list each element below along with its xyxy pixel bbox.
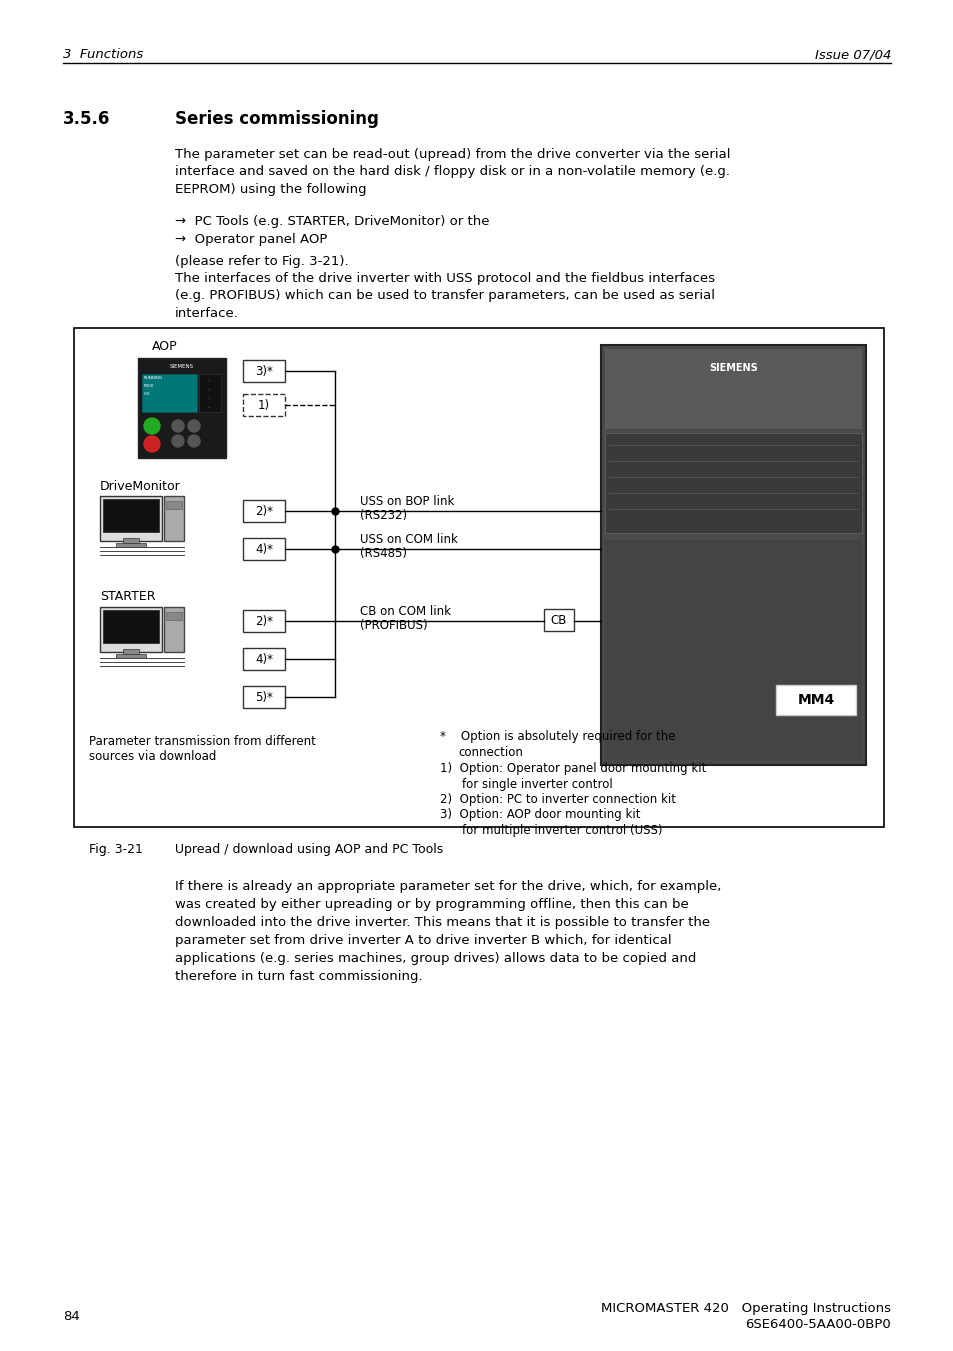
- Bar: [199, 374, 221, 412]
- Bar: [243, 538, 285, 561]
- Bar: [103, 499, 159, 532]
- Text: MM4: MM4: [797, 693, 834, 707]
- Text: 6SE6400-5AA00-0BP0: 6SE6400-5AA00-0BP0: [744, 1319, 890, 1331]
- Text: Parameter transmission from different: Parameter transmission from different: [89, 735, 315, 748]
- Bar: [732, 544, 792, 590]
- Circle shape: [144, 436, 160, 453]
- Text: CB on COM link: CB on COM link: [359, 605, 451, 617]
- Circle shape: [188, 420, 200, 432]
- Text: CB: CB: [550, 613, 567, 627]
- Bar: [775, 685, 855, 715]
- Text: ---: ---: [208, 396, 212, 400]
- Bar: [142, 374, 196, 412]
- Bar: [243, 648, 285, 670]
- Text: 84: 84: [63, 1310, 80, 1323]
- Bar: [243, 500, 285, 521]
- Text: sources via download: sources via download: [89, 750, 216, 763]
- Bar: [164, 607, 184, 653]
- Text: for multiple inverter control (USS): for multiple inverter control (USS): [461, 824, 661, 838]
- Text: 2)*: 2)*: [254, 504, 273, 517]
- Circle shape: [188, 435, 200, 447]
- Text: connection: connection: [457, 746, 522, 759]
- Text: 1): 1): [257, 399, 270, 412]
- Bar: [123, 538, 139, 543]
- Text: If there is already an appropriate parameter set for the drive, which, for examp: If there is already an appropriate param…: [174, 880, 720, 984]
- Text: SIEMENS: SIEMENS: [170, 363, 193, 369]
- Text: ---: ---: [208, 386, 212, 390]
- Bar: [543, 609, 574, 631]
- Bar: [604, 434, 862, 534]
- Bar: [103, 611, 159, 643]
- Bar: [74, 328, 883, 827]
- Text: 2)  Option: PC to inverter connection kit: 2) Option: PC to inverter connection kit: [439, 793, 676, 807]
- Text: USS on COM link: USS on COM link: [359, 534, 457, 546]
- Bar: [100, 607, 162, 653]
- Text: 1)  Option: Operator panel door mounting kit: 1) Option: Operator panel door mounting …: [439, 762, 705, 775]
- Text: RUNNING: RUNNING: [144, 376, 163, 380]
- Text: 3  Functions: 3 Functions: [63, 49, 143, 61]
- Bar: [138, 358, 226, 458]
- Circle shape: [172, 420, 184, 432]
- Text: 4)*: 4)*: [254, 543, 273, 555]
- Text: MICROMASTER 420   Operating Instructions: MICROMASTER 420 Operating Instructions: [600, 1302, 890, 1315]
- Text: P000: P000: [144, 384, 154, 388]
- Text: 3.5.6: 3.5.6: [63, 109, 111, 128]
- Bar: [116, 543, 146, 547]
- Bar: [243, 611, 285, 632]
- Bar: [243, 686, 285, 708]
- Text: (RS232): (RS232): [359, 509, 407, 521]
- Text: Fig. 3-21        Upread / download using AOP and PC Tools: Fig. 3-21 Upread / download using AOP an…: [89, 843, 443, 857]
- Text: The interfaces of the drive inverter with USS protocol and the fieldbus interfac: The interfaces of the drive inverter wit…: [174, 272, 714, 320]
- Bar: [123, 648, 139, 654]
- Bar: [600, 345, 865, 765]
- Text: ---: ---: [208, 405, 212, 409]
- Text: 0.0: 0.0: [144, 392, 151, 396]
- Bar: [604, 349, 862, 430]
- Text: AOP: AOP: [152, 340, 177, 353]
- Text: (PROFIBUS): (PROFIBUS): [359, 619, 427, 632]
- Bar: [604, 540, 862, 761]
- Text: USS on BOP link: USS on BOP link: [359, 494, 454, 508]
- Text: *    Option is absolutely required for the: * Option is absolutely required for the: [439, 730, 675, 743]
- Circle shape: [172, 435, 184, 447]
- Circle shape: [144, 417, 160, 434]
- Bar: [166, 612, 182, 620]
- Bar: [164, 496, 184, 540]
- Text: The parameter set can be read-out (upread) from the drive converter via the seri: The parameter set can be read-out (uprea…: [174, 149, 730, 196]
- Text: STARTER: STARTER: [100, 590, 155, 603]
- Bar: [243, 359, 285, 382]
- Text: Series commissioning: Series commissioning: [174, 109, 378, 128]
- Text: 4)*: 4)*: [254, 653, 273, 666]
- Bar: [166, 501, 182, 509]
- Text: for single inverter control: for single inverter control: [461, 778, 612, 790]
- Text: 2)*: 2)*: [254, 615, 273, 627]
- Text: (please refer to Fig. 3-21).: (please refer to Fig. 3-21).: [174, 255, 348, 267]
- Text: Issue 07/04: Issue 07/04: [814, 49, 890, 61]
- Bar: [243, 394, 285, 416]
- Text: SIEMENS: SIEMENS: [708, 363, 757, 373]
- Text: (RS485): (RS485): [359, 547, 407, 561]
- Bar: [100, 496, 162, 540]
- Text: 3)  Option: AOP door mounting kit: 3) Option: AOP door mounting kit: [439, 808, 639, 821]
- Text: 5)*: 5)*: [254, 690, 273, 704]
- Text: →  PC Tools (e.g. STARTER, DriveMonitor) or the: → PC Tools (e.g. STARTER, DriveMonitor) …: [174, 215, 489, 228]
- Text: ---: ---: [208, 378, 212, 382]
- Text: →  Operator panel AOP: → Operator panel AOP: [174, 232, 327, 246]
- Text: 3)*: 3)*: [254, 365, 273, 377]
- Text: DriveMonitor: DriveMonitor: [100, 480, 180, 493]
- Bar: [116, 654, 146, 658]
